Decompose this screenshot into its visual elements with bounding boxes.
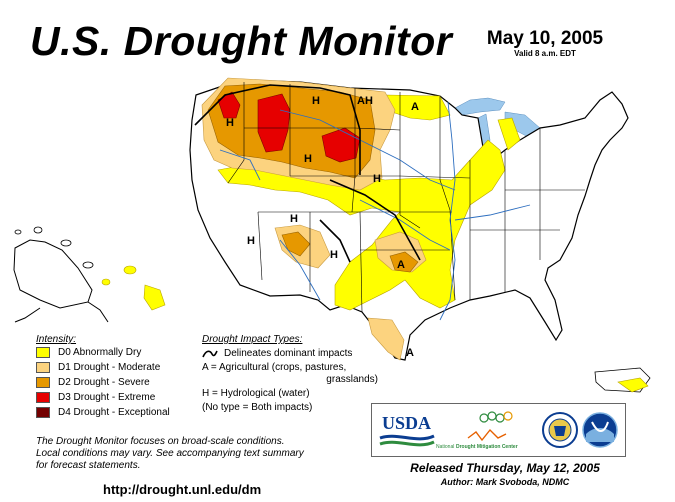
impact-h-wyoming: H xyxy=(304,153,312,165)
impact-ah-dakota: AH xyxy=(357,95,373,107)
map-date: May 10, 2005 xyxy=(486,28,604,49)
rivers xyxy=(219,101,531,321)
disclaimer-note: The Drought Monitor focuses on broad-sca… xyxy=(36,436,366,472)
intensity-legend-title: Intensity: xyxy=(36,334,77,345)
swatch-d4 xyxy=(36,407,50,418)
legend-item-d4: D4 Drought - Exceptional xyxy=(36,405,170,420)
usda-logo-swoosh-green xyxy=(379,440,435,447)
impact-boundaries xyxy=(194,84,421,263)
legend-item-d3: D3 Drought - Extreme xyxy=(36,390,170,405)
impact-a-texas: A xyxy=(406,347,414,359)
commerce-seal-icon xyxy=(542,412,578,448)
impact-h-newmexico: H xyxy=(330,249,338,261)
legend-item-d2: D2 Drought - Severe xyxy=(36,375,170,390)
drought-d0-areas xyxy=(217,94,521,311)
legend-label-d1: D1 Drought - Moderate xyxy=(58,362,161,373)
ndmc-prefix: National xyxy=(436,444,454,450)
release-date: Released Thursday, May 12, 2005 xyxy=(410,461,600,475)
impact-h-idaho: H xyxy=(226,117,234,129)
impact-a-oklahoma: A xyxy=(397,259,405,271)
impact-a-minnesota: A xyxy=(411,101,419,113)
alaska xyxy=(13,239,93,309)
impact-agricultural-cont: grasslands) xyxy=(326,374,378,385)
impact-h-nebraska: H xyxy=(373,173,381,185)
website-url[interactable]: http://drought.unl.edu/dm xyxy=(103,482,262,497)
swatch-d3 xyxy=(36,392,50,403)
author: Author: Mark Svoboda, NDMC xyxy=(440,477,570,487)
impact-both-label: (No type = Both impacts) xyxy=(202,402,313,413)
drought-d3-areas xyxy=(217,91,361,163)
impact-legend: Drought Impact Types: Delineates dominan… xyxy=(202,334,382,414)
note-line-2: Local conditions may vary. See accompany… xyxy=(36,448,304,459)
valid-time: Valid 8 a.m. EDT xyxy=(514,49,576,58)
legend-item-d0: D0 Abnormally Dry xyxy=(36,345,170,360)
swatch-d0 xyxy=(36,347,50,358)
swatch-d1 xyxy=(36,362,50,373)
sponsor-logos: USDA National Drought Mitigation Center xyxy=(371,403,626,457)
alaska-islands xyxy=(14,301,109,323)
hawaii xyxy=(14,226,94,269)
hawaii-drought xyxy=(101,265,166,311)
puerto-rico-drought xyxy=(617,377,649,393)
legend-item-d1: D1 Drought - Moderate xyxy=(36,360,170,375)
impact-agricultural-label: A = Agricultural (crops, pastures, xyxy=(202,362,347,373)
note-line-1: The Drought Monitor focuses on broad-sca… xyxy=(36,436,285,447)
impact-delineates-row: Delineates dominant impacts xyxy=(202,348,382,360)
impact-h-nevada: H xyxy=(247,235,255,247)
note-line-3: for forecast statements. xyxy=(36,460,141,471)
intensity-legend: Intensity: D0 Abnormally Dry D1 Drought … xyxy=(36,334,170,420)
legend-label-d0: D0 Abnormally Dry xyxy=(58,347,142,358)
impact-delineates-label: Delineates dominant impacts xyxy=(224,348,353,359)
usda-logo-text: USDA xyxy=(382,413,431,433)
legend-label-d2: D2 Drought - Severe xyxy=(58,377,150,388)
impact-h-utah: H xyxy=(290,213,298,225)
logos-graphic: USDA National Drought Mitigation Center xyxy=(379,411,618,450)
ndmc-name: Drought Mitigation Center xyxy=(456,444,518,450)
noaa-logo-icon xyxy=(582,412,618,448)
impact-h-montana: H xyxy=(312,95,320,107)
legend-label-d4: D4 Drought - Exceptional xyxy=(58,407,170,418)
state-borders xyxy=(227,82,585,313)
impact-line-icon xyxy=(202,350,218,358)
impact-legend-title: Drought Impact Types: xyxy=(202,334,303,345)
legend-label-d3: D3 Drought - Extreme xyxy=(58,392,156,403)
map-title: U.S. Drought Monitor xyxy=(30,18,453,64)
usda-logo-swoosh xyxy=(379,434,435,441)
impact-hydrological-label: H = Hydrological (water) xyxy=(202,388,310,399)
ndmc-tree-icon xyxy=(467,411,513,442)
swatch-d2 xyxy=(36,377,50,388)
